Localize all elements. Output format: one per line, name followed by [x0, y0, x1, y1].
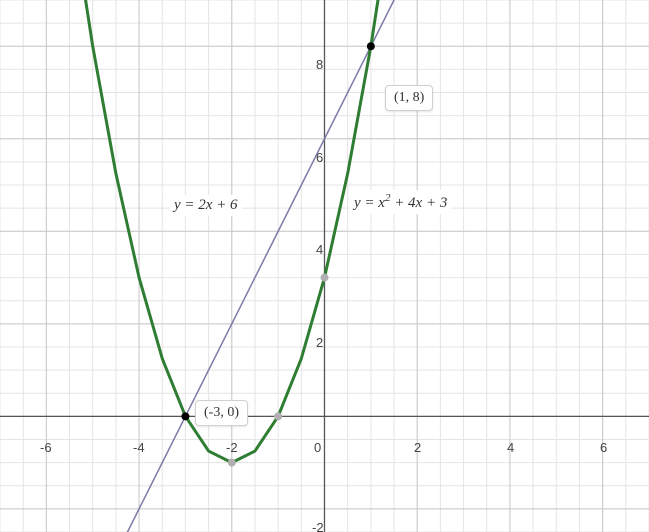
point-label-2: (1, 8) [385, 85, 433, 111]
parabola-eq-suffix: + 4x + 3 [390, 195, 447, 211]
plot-svg [0, 0, 649, 532]
xtick-4: 4 [507, 440, 514, 455]
ytick-8: 8 [316, 57, 323, 72]
parabola-eq-prefix: y = x [354, 195, 385, 211]
xtick-m4: -4 [133, 440, 145, 455]
point-label-2-text: (1, 8) [394, 90, 424, 105]
point-label-1: (-3, 0) [195, 400, 248, 426]
ytick-4: 4 [316, 242, 323, 257]
xtick-2: 2 [414, 440, 421, 455]
graph-plot: -6 -4 -2 0 2 4 6 -2 2 4 6 8 y = 2x + 6 y… [0, 0, 649, 532]
ytick-6: 6 [316, 150, 323, 165]
xtick-m6: -6 [40, 440, 52, 455]
parabola-equation-label: y = x2 + 4x + 3 [350, 190, 451, 214]
line-equation-text: y = 2x + 6 [174, 197, 238, 213]
line-equation-label: y = 2x + 6 [170, 195, 242, 216]
ytick-m2: -2 [312, 520, 324, 532]
point-label-1-text: (-3, 0) [204, 405, 239, 420]
xtick-6: 6 [600, 440, 607, 455]
xtick-m2: -2 [226, 440, 238, 455]
xtick-0: 0 [314, 440, 321, 455]
ytick-2: 2 [316, 335, 323, 350]
